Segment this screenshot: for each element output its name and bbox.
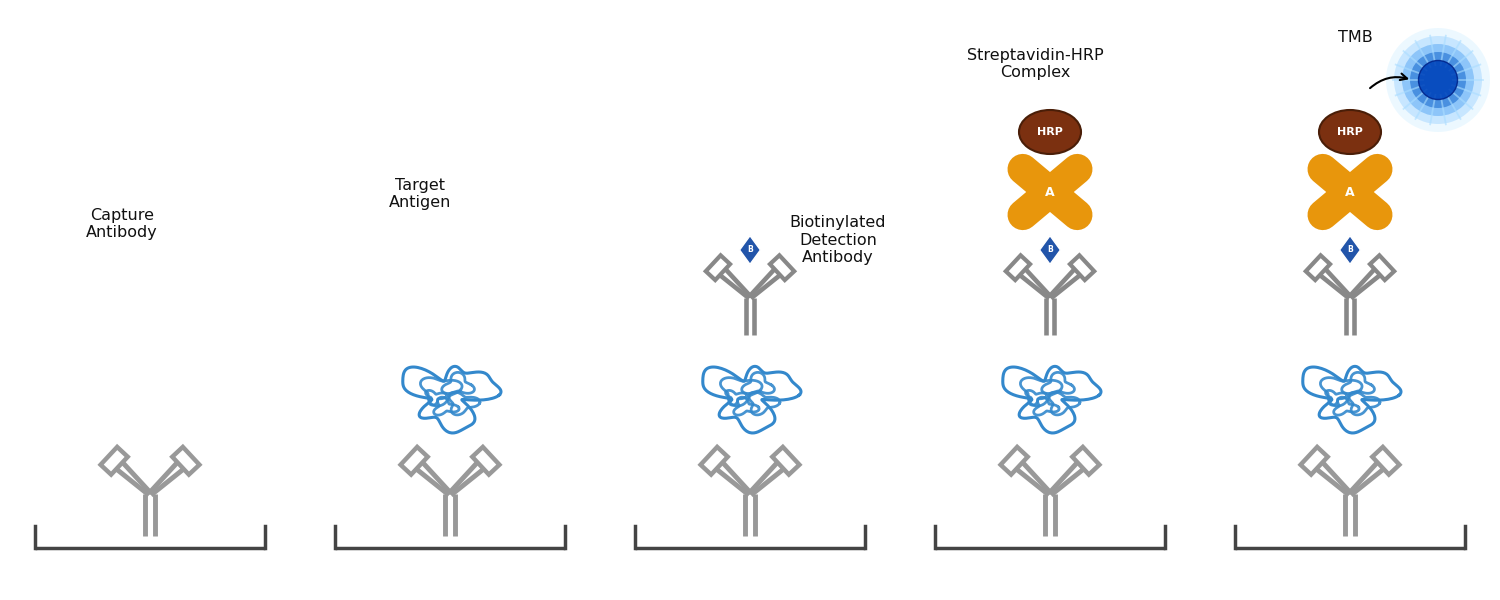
Circle shape — [1410, 52, 1466, 108]
Polygon shape — [1072, 447, 1100, 475]
Text: HRP: HRP — [1036, 127, 1064, 137]
Text: Streptavidin-HRP
Complex: Streptavidin-HRP Complex — [966, 47, 1104, 80]
Text: Biotinylated
Detection
Antibody: Biotinylated Detection Antibody — [789, 215, 886, 265]
Polygon shape — [772, 447, 800, 475]
Polygon shape — [1372, 447, 1400, 475]
Polygon shape — [740, 236, 760, 264]
Polygon shape — [1300, 447, 1328, 475]
Polygon shape — [706, 256, 730, 280]
Polygon shape — [472, 447, 500, 475]
Polygon shape — [1070, 256, 1094, 280]
Text: B: B — [747, 245, 753, 254]
Circle shape — [1394, 36, 1482, 124]
Ellipse shape — [1318, 110, 1382, 154]
Text: A: A — [1346, 185, 1354, 199]
Text: A: A — [1046, 185, 1054, 199]
Text: HRP: HRP — [1336, 127, 1364, 137]
Polygon shape — [172, 447, 200, 475]
Polygon shape — [770, 256, 794, 280]
Text: Capture
Antibody: Capture Antibody — [86, 208, 158, 240]
Polygon shape — [1007, 256, 1031, 280]
Polygon shape — [100, 447, 128, 475]
Polygon shape — [400, 447, 427, 475]
Polygon shape — [1040, 236, 1060, 264]
Polygon shape — [1306, 256, 1330, 280]
Text: Target
Antigen: Target Antigen — [388, 178, 452, 210]
Text: TMB: TMB — [1338, 30, 1372, 45]
Polygon shape — [700, 447, 727, 475]
Circle shape — [1386, 28, 1490, 132]
Ellipse shape — [1019, 110, 1082, 154]
Polygon shape — [1370, 256, 1394, 280]
Text: B: B — [1047, 245, 1053, 254]
Polygon shape — [1340, 236, 1360, 264]
Polygon shape — [1000, 447, 1028, 475]
Text: B: B — [1347, 245, 1353, 254]
Circle shape — [1402, 44, 1474, 116]
Circle shape — [1419, 61, 1458, 100]
